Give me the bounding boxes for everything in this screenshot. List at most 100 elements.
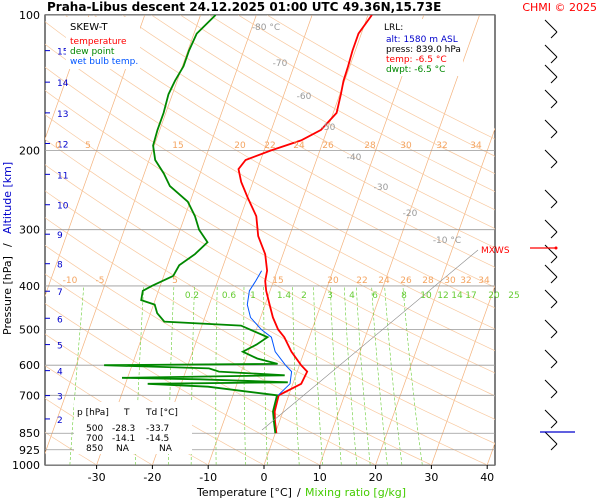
dry-adiabat-label: 32 <box>436 141 447 151</box>
table-row-2-p: 700 <box>86 434 103 444</box>
lrl-temp: temp: -6.5 °C <box>386 55 447 65</box>
lrl-title: LRL: <box>384 23 403 33</box>
altitude-label-7: 7 <box>57 288 63 298</box>
table-row-3-p: 850 <box>86 444 103 454</box>
altitude-label-15: 15 <box>57 48 68 58</box>
x-tick-label-0: 0 <box>261 471 268 484</box>
wind-barb-flag <box>550 131 558 139</box>
lrl-press: press: 839.0 hPa <box>386 45 461 55</box>
dry-adiabat-label: 20 <box>327 276 339 286</box>
y-axis-label-sep: / <box>1 243 14 247</box>
copyright: CHMI © 2025 <box>522 1 597 14</box>
table-row-3-td: NA <box>159 444 173 454</box>
dew-point-line <box>104 15 288 434</box>
mxws-dot <box>554 246 558 250</box>
lrl-alt: alt: 1580 m ASL <box>386 35 458 45</box>
dry-adiabat-label: 24 <box>293 141 305 151</box>
y-tick-label-100: 100 <box>19 9 40 22</box>
dry-adiabat-label: 24 <box>378 276 390 286</box>
altitude-label-14: 14 <box>57 79 69 89</box>
table-row-2-td: -14.5 <box>146 434 169 444</box>
wind-barb-staff <box>544 64 558 78</box>
x-tick-label--10: -10 <box>199 471 217 484</box>
mixing-ratio-label: 25 <box>508 291 519 301</box>
x-tick-label-20: 20 <box>369 471 383 484</box>
wind-barb-flag <box>550 201 558 209</box>
dry-adiabat <box>45 114 495 374</box>
isotherm-line <box>375 127 495 465</box>
x-tick-label--20: -20 <box>143 471 161 484</box>
altitude-label-3: 3 <box>57 393 63 403</box>
wind-barb-flag <box>550 421 558 429</box>
y-tick-label-300: 300 <box>19 224 40 237</box>
x-tick-label-30: 30 <box>424 471 438 484</box>
isotherm-line <box>152 15 313 465</box>
wind-barb-staff <box>544 189 558 203</box>
y-tick-label-850: 850 <box>19 427 40 440</box>
dry-adiabat-label: 34 <box>478 276 490 286</box>
wind-barb-staff <box>544 219 558 233</box>
isotherm-line <box>45 15 146 298</box>
table-header-td: Td [°C] <box>145 408 178 418</box>
y-tick-label-600: 600 <box>19 359 40 372</box>
wind-barb-flag <box>550 231 558 239</box>
plot-area <box>44 14 496 466</box>
dry-adiabat-label: 5 <box>172 276 178 286</box>
wind-barb-staff <box>544 19 558 33</box>
dry-adiabat-label: 20 <box>234 141 246 151</box>
dry-adiabat <box>45 90 495 352</box>
dry-adiabat <box>64 15 495 268</box>
x-tick-label--30: -30 <box>88 471 106 484</box>
mixing-ratio-label: 0.2 <box>185 291 199 301</box>
lrl-box: LRL: alt: 1580 m ASL press: 839.0 hPa te… <box>381 19 463 76</box>
y-tick-label-400: 400 <box>19 280 40 293</box>
mxws-label: MXWS <box>481 246 510 256</box>
isotherm-label: -50 <box>321 123 336 133</box>
isotherm-label: -30 <box>374 183 389 193</box>
dry-adiabat-label: 22 <box>356 276 367 286</box>
wind-barb-flag <box>550 391 558 399</box>
dry-adiabat-label: 30 <box>444 276 456 286</box>
table-header-t: T <box>123 408 130 418</box>
dry-adiabat <box>93 15 495 249</box>
dry-adiabat-label: 32 <box>460 276 471 286</box>
wind-barb-staff <box>544 431 558 445</box>
dry-adiabat-label: 22 <box>264 141 275 151</box>
table-row-3-t: NA <box>116 444 130 454</box>
x-axis-label-sep: / <box>297 486 301 499</box>
altitude-label-6: 6 <box>57 315 63 325</box>
dry-adiabat-label: 28 <box>364 141 376 151</box>
table-row-1-p: 500 <box>86 424 103 434</box>
altitude-label-9: 9 <box>57 231 63 241</box>
dry-adiabat <box>45 66 495 330</box>
isotherm-label: -70 <box>273 59 288 69</box>
mixing-ratio-label: 4 <box>349 291 355 301</box>
x-tick-label-10: 10 <box>313 471 327 484</box>
mixing-ratio-label: 20 <box>488 291 500 301</box>
wind-barb-flag <box>550 161 558 169</box>
wind-barb-flag <box>550 31 558 39</box>
wind-barb-staff <box>544 264 558 278</box>
wind-barb-flag <box>550 56 558 64</box>
dry-adiabat-label: -10 <box>63 276 78 286</box>
dry-adiabat <box>45 164 495 420</box>
wind-barb-staff <box>544 319 558 333</box>
isotherm-label: -40 <box>347 153 362 163</box>
dry-adiabat-label: -5 <box>96 276 105 286</box>
dry-adiabat <box>45 138 495 397</box>
temperature-line <box>237 15 373 434</box>
wind-barb-flag <box>550 276 558 284</box>
dry-adiabat-label: 5 <box>85 141 91 151</box>
wind-barb-staff <box>544 289 558 303</box>
wind-barb-staff <box>544 409 558 423</box>
dry-adiabat-label: 15 <box>272 276 283 286</box>
wind-barb-staff <box>544 349 558 363</box>
y-axis-label-pressure: Pressure [hPa] <box>1 256 14 335</box>
altitude-label-13: 13 <box>57 110 68 120</box>
y-axis-label-altitude: Altitude [km] <box>1 162 14 234</box>
table-header-p: p [hPa] <box>77 408 109 418</box>
y-axis-label: Pressure [hPa] / Altitude [km] <box>1 162 14 335</box>
y-tick-label-200: 200 <box>19 144 40 157</box>
legend-dew-point: dew point <box>70 47 115 57</box>
